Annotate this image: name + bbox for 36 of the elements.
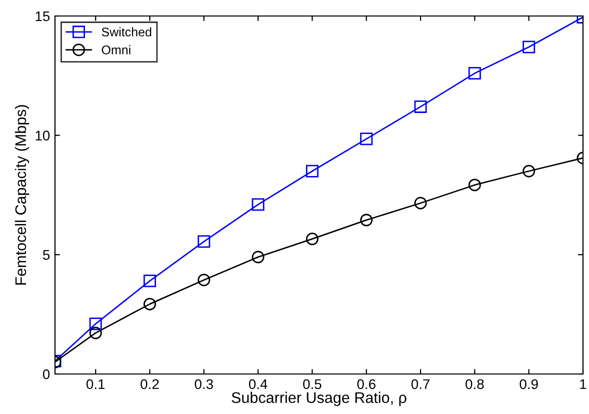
point [198,235,210,248]
y-tick-label: 5 [42,250,50,260]
x-tick-label: 1 [580,379,586,389]
x-tick-label: 0.2 [140,379,159,390]
point [468,67,481,80]
point [89,318,102,330]
legend-label: Switched [102,27,152,36]
x-tick-label: 0.4 [248,379,268,390]
x-tick-label: 0.8 [466,379,484,390]
point [522,164,536,178]
x-tick-label: 0.7 [411,379,430,390]
point [414,196,427,210]
point [522,40,536,54]
legend-label: Omni [102,45,130,54]
x-tick-label: 0.5 [303,379,322,390]
x-tick-label: 0.9 [520,379,538,390]
point [306,232,318,246]
x-tick-label: 0.1 [86,379,105,390]
y-axis-title: Femtocell Capacity (Mbps) [14,105,30,285]
point [360,132,373,146]
point [306,164,318,178]
y-tick-label: 0 [42,369,50,380]
x-tick-label: 0.6 [357,379,376,390]
y-tick-label: 15 [36,11,50,22]
point [89,326,102,340]
x-axis-title: Subcarrier Usage Ratio, ρ [232,392,406,406]
point [360,214,373,226]
y-tick-label: 10 [36,130,50,141]
point [144,298,156,310]
point [144,274,156,288]
point [252,198,264,211]
point [414,100,427,113]
point [468,178,481,192]
point [198,274,210,286]
x-tick-label: 0.3 [194,379,213,390]
point [252,250,264,264]
